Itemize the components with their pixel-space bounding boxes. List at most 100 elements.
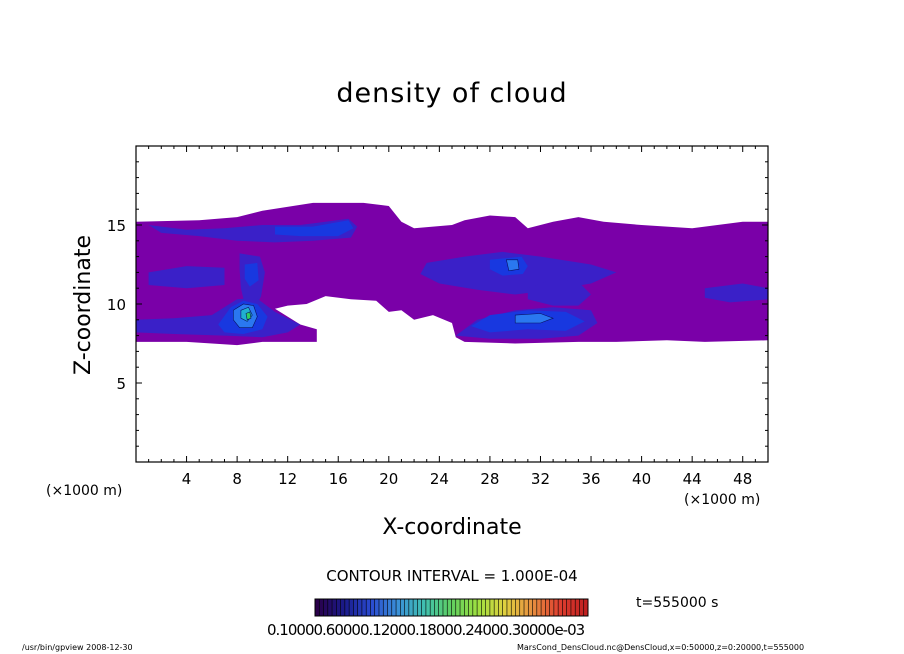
y-tick-label: 5 — [116, 375, 126, 393]
colorbar-cell — [430, 599, 435, 616]
colorbar-cell — [357, 599, 363, 616]
colorbar-cell — [438, 599, 444, 616]
colorbar-cell — [498, 599, 503, 616]
colorbar-cell — [541, 599, 546, 616]
x-tick-label: 12 — [278, 470, 297, 488]
colorbar-cell — [344, 599, 350, 616]
x-tick-label: 44 — [683, 470, 702, 488]
colorbar-cell — [494, 599, 499, 616]
cloud-region-level-2 — [704, 283, 768, 303]
colorbar-cell — [340, 599, 346, 616]
x-tick-label: 4 — [182, 470, 192, 488]
colorbar-cell — [519, 599, 525, 616]
colorbar-cell — [558, 599, 563, 616]
x-tick-label: 28 — [480, 470, 499, 488]
cloud-region-level-3 — [244, 262, 259, 287]
colorbar-cell — [361, 599, 367, 616]
x-tick-label: 8 — [232, 470, 242, 488]
colorbar-cell — [417, 599, 422, 616]
colorbar-cell — [396, 599, 401, 616]
y-axis-label: Z-coordinate — [71, 235, 96, 375]
cloud-region-level-2 — [148, 266, 225, 289]
colorbar-cell — [413, 599, 418, 616]
colorbar-cell — [553, 599, 559, 616]
colorbar-cell — [349, 599, 354, 616]
colorbar-cell — [506, 599, 512, 616]
colorbar-cell — [353, 599, 358, 616]
colorbar-cell — [327, 599, 333, 616]
colorbar-cell — [451, 599, 457, 616]
colorbar-cell — [434, 599, 440, 616]
colorbar-cell — [489, 599, 495, 616]
cloud-region-level-6 — [245, 311, 252, 321]
colorbar-cell — [374, 599, 380, 616]
footer-right: MarsCond_DensCloud.nc@DensCloud,x=0:5000… — [517, 643, 805, 652]
colorbar-cell — [383, 599, 388, 616]
time-label: t=555000 s — [636, 595, 719, 611]
cloud-region-level-2 — [148, 218, 358, 243]
colorbar-tick-labels: 0.10000.60000.12000.18000.24000.30000e-0… — [267, 621, 585, 639]
cloud-region-level-3 — [275, 220, 354, 237]
colorbar — [314, 598, 589, 617]
colorbar-cell — [511, 599, 516, 616]
x-axis-label: X-coordinate — [382, 515, 522, 540]
colorbar-cell — [315, 599, 320, 616]
colorbar-cell — [566, 599, 572, 616]
cloud-region-level-2 — [527, 278, 591, 306]
colorbar-cell — [477, 599, 482, 616]
colorbar-cell — [528, 599, 533, 616]
colorbar-cell — [583, 599, 589, 616]
colorbar-cell — [425, 599, 431, 616]
x-unit-label-left: (×1000 m) — [46, 483, 123, 499]
colorbar-cell — [579, 599, 585, 616]
colorbar-cell — [545, 599, 550, 616]
colorbar-cell — [370, 599, 376, 616]
x-tick-label: 36 — [581, 470, 600, 488]
colorbar-cell — [323, 599, 329, 616]
y-tick-label: 15 — [107, 217, 126, 235]
colorbar-cell — [468, 599, 474, 616]
y-tick-label: 10 — [107, 296, 126, 314]
colorbar-cell — [391, 599, 397, 616]
colorbar-cell — [442, 599, 448, 616]
x-tick-label: 32 — [531, 470, 550, 488]
colorbar-cell — [485, 599, 491, 616]
colorbar-cell — [460, 599, 465, 616]
colorbar-frame — [314, 598, 589, 617]
colorbar-cell — [447, 599, 452, 616]
colorbar-cell — [562, 599, 567, 616]
colorbar-cell — [400, 599, 405, 616]
colorbar-cell — [570, 599, 576, 616]
colorbar-cell — [464, 599, 469, 616]
colorbar-cell — [378, 599, 384, 616]
x-tick-label: 48 — [733, 470, 752, 488]
colorbar-cell — [332, 599, 337, 616]
colorbar-cell — [481, 599, 486, 616]
colorbar-cell — [421, 599, 427, 616]
plot-area — [136, 202, 768, 346]
colorbar-cell — [532, 599, 538, 616]
colorbar-cell — [536, 599, 542, 616]
colorbar-cell — [549, 599, 555, 616]
footer-left: /usr/bin/gpview 2008-12-30 — [22, 643, 133, 652]
x-tick-label: 24 — [430, 470, 449, 488]
colorbar-cell — [575, 599, 580, 616]
x-tick-label: 20 — [379, 470, 398, 488]
colorbar-cell — [404, 599, 410, 616]
colorbar-cell — [455, 599, 461, 616]
colorbar-cell — [336, 599, 341, 616]
colorbar-cell — [387, 599, 393, 616]
x-tick-label: 16 — [329, 470, 348, 488]
colorbar-cell — [408, 599, 414, 616]
cloud-region-level-4 — [506, 259, 520, 272]
chart-title: density of cloud — [336, 78, 568, 109]
colorbar-cell — [502, 599, 508, 616]
cloud-region-level-4 — [514, 313, 554, 324]
colorbar-cell — [472, 599, 478, 616]
colorbar-cell — [515, 599, 521, 616]
x-unit-label-right: (×1000 m) — [684, 492, 761, 508]
colorbar-cell — [366, 599, 371, 616]
colorbar-cell — [319, 599, 324, 616]
